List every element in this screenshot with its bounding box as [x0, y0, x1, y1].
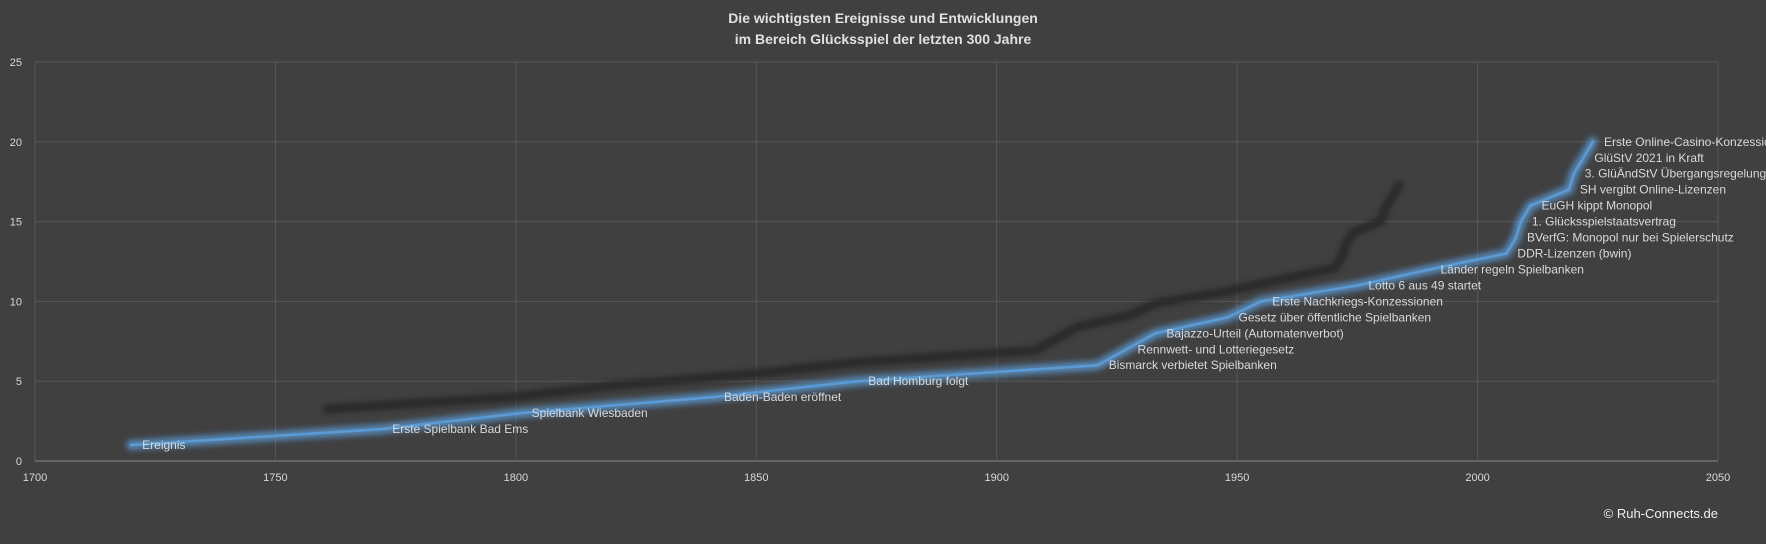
y-tick-label: 5 — [16, 376, 22, 388]
data-point — [1519, 220, 1523, 224]
x-tick-label: 2000 — [1465, 472, 1489, 484]
x-tick-label: 1900 — [984, 472, 1008, 484]
data-label: Erste Nachkriegs-Konzessionen — [1272, 294, 1443, 308]
data-label: Länder regeln Spielbanken — [1440, 262, 1583, 276]
chart-title-line-1: Die wichtigsten Ereignisse und Entwicklu… — [728, 10, 1038, 26]
copyright-notice: © Ruh-Connects.de — [1603, 506, 1718, 521]
data-point — [1567, 188, 1571, 192]
data-label: Lotto 6 aus 49 startet — [1368, 278, 1481, 292]
data-point — [1514, 236, 1518, 240]
data-label: GlüStV 2021 in Kraft — [1594, 151, 1704, 165]
data-point — [129, 443, 133, 447]
data-point — [379, 427, 383, 431]
data-label: Gesetz über öffentliche Spielbanken — [1239, 310, 1432, 324]
data-point — [1096, 363, 1100, 367]
data-label: 3. GlüÄndStV Übergangsregelung — [1585, 167, 1766, 181]
data-point — [1355, 283, 1359, 287]
data-label: 1. Glücksspielstaatsvertrag — [1532, 215, 1676, 229]
data-point — [1226, 315, 1230, 319]
data-label: Erste Online-Casino-Konzessionen — [1604, 135, 1766, 149]
data-label: Erste Spielbank Bad Ems — [392, 422, 528, 436]
data-label: Baden-Baden eröffnet — [724, 390, 842, 404]
data-point — [711, 395, 715, 399]
data-label: DDR-Lizenzen (bwin) — [1517, 247, 1631, 261]
data-label: Rennwett- und Lotteriegesetz — [1138, 342, 1295, 356]
data-label: Bajazzo-Urteil (Automatenverbot) — [1166, 326, 1343, 340]
data-label: Bismarck verbietet Spielbanken — [1109, 358, 1277, 372]
data-point — [1581, 156, 1585, 160]
y-tick-label: 10 — [10, 296, 22, 308]
data-label: Spielbank Wiesbaden — [532, 406, 648, 420]
axis-ticks: 0 5 10 15 20 25 1700 1750 1800 1850 1900 1950 2000 20… — [10, 57, 1730, 484]
x-tick-label: 1800 — [504, 472, 528, 484]
data-labels: Ereignis Erste Spielbank Bad Ems Spielbank… — [142, 135, 1766, 452]
data-label: Ereignis — [142, 438, 185, 452]
x-tick-label: 1750 — [263, 472, 287, 484]
data-point — [1572, 172, 1576, 176]
series-shadow — [322, 181, 1404, 414]
x-tick-label: 1950 — [1225, 472, 1249, 484]
data-point — [1528, 204, 1532, 208]
y-tick-label: 0 — [16, 456, 22, 468]
chart-title: Die wichtigsten Ereignisse und Entwicklu… — [0, 8, 1766, 50]
data-point — [519, 411, 523, 415]
series-line-path — [129, 140, 1595, 447]
x-tick-label: 1700 — [23, 472, 47, 484]
data-point — [1125, 347, 1129, 351]
series-shadow-line — [322, 181, 1404, 414]
gridlines — [34, 61, 1719, 462]
x-tick-label: 2050 — [1706, 472, 1730, 484]
y-tick-label: 15 — [10, 217, 22, 229]
data-label: EuGH kippt Monopol — [1541, 199, 1652, 213]
data-point — [1591, 140, 1595, 144]
data-point — [1427, 267, 1431, 271]
series-line — [126, 136, 1598, 451]
data-point — [1259, 299, 1263, 303]
data-point — [855, 379, 859, 383]
data-point — [1153, 331, 1157, 335]
y-tick-label: 20 — [10, 137, 22, 149]
data-label: SH vergibt Online-Lizenzen — [1580, 183, 1726, 197]
chart-title-line-2: im Bereich Glücksspiel der letzten 300 J… — [734, 31, 1032, 47]
data-point — [1504, 252, 1508, 256]
x-tick-label: 1850 — [744, 472, 768, 484]
data-label: Bad Homburg folgt — [868, 374, 969, 388]
data-label: BVerfG: Monopol nur bei Spielerschutz — [1527, 231, 1734, 245]
y-tick-label: 25 — [10, 57, 22, 69]
